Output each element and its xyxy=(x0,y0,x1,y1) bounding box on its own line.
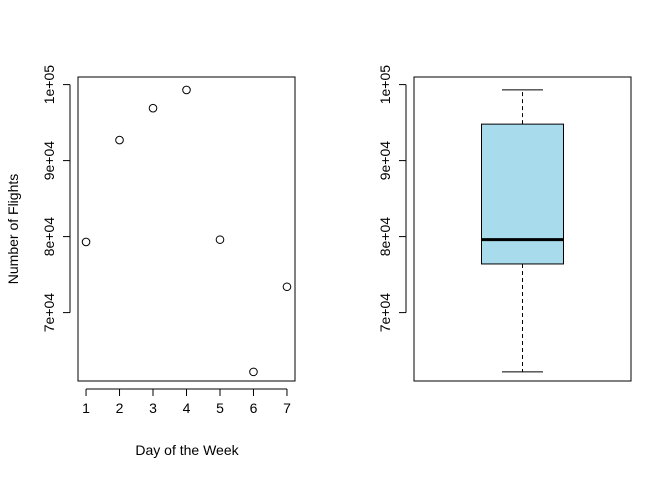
data-point xyxy=(81,237,91,247)
left-y-ticks: 7e+04 8e+04 9e+04 1e+05 xyxy=(41,65,70,333)
data-point xyxy=(148,103,158,113)
y-tick-label: 8e+04 xyxy=(377,217,393,257)
box xyxy=(481,123,564,265)
y-tick-label: 1e+05 xyxy=(41,65,57,105)
x-tick-label: 1 xyxy=(82,400,90,416)
data-point xyxy=(115,135,124,145)
x-tick-label: 5 xyxy=(216,400,224,416)
data-point xyxy=(282,282,292,292)
data-point xyxy=(249,367,258,377)
x-axis-title: Day of the Week xyxy=(135,442,239,458)
right-box-plot: 7e+04 8e+04 9e+04 1e+05 xyxy=(377,65,632,382)
x-tick-label: 3 xyxy=(149,400,157,416)
x-tick-label: 2 xyxy=(116,400,124,416)
box-group xyxy=(481,89,564,373)
y-tick-label: 7e+04 xyxy=(41,293,57,333)
y-tick-label: 9e+04 xyxy=(377,141,393,181)
data-point xyxy=(215,235,225,244)
left-x-ticks: 1 2 3 4 5 6 7 xyxy=(82,389,291,416)
right-y-ticks: 7e+04 8e+04 9e+04 1e+05 xyxy=(377,65,406,333)
y-axis-title: Number of Flights xyxy=(5,174,21,284)
left-plot-frame xyxy=(77,76,296,382)
x-tick-label: 6 xyxy=(250,400,258,416)
y-tick-label: 8e+04 xyxy=(41,217,57,257)
left-scatter-plot: 1 2 3 4 5 6 7 7e+04 8e+04 9e+04 1e+05 Day of the … xyxy=(5,65,296,458)
y-tick-label: 7e+04 xyxy=(377,293,393,333)
y-tick-label: 9e+04 xyxy=(41,141,57,181)
left-points xyxy=(81,85,292,377)
data-point xyxy=(182,85,191,95)
x-tick-label: 7 xyxy=(283,400,291,416)
right-plot-frame xyxy=(413,76,632,382)
y-tick-label: 1e+05 xyxy=(377,65,393,105)
x-tick-label: 4 xyxy=(183,400,191,416)
